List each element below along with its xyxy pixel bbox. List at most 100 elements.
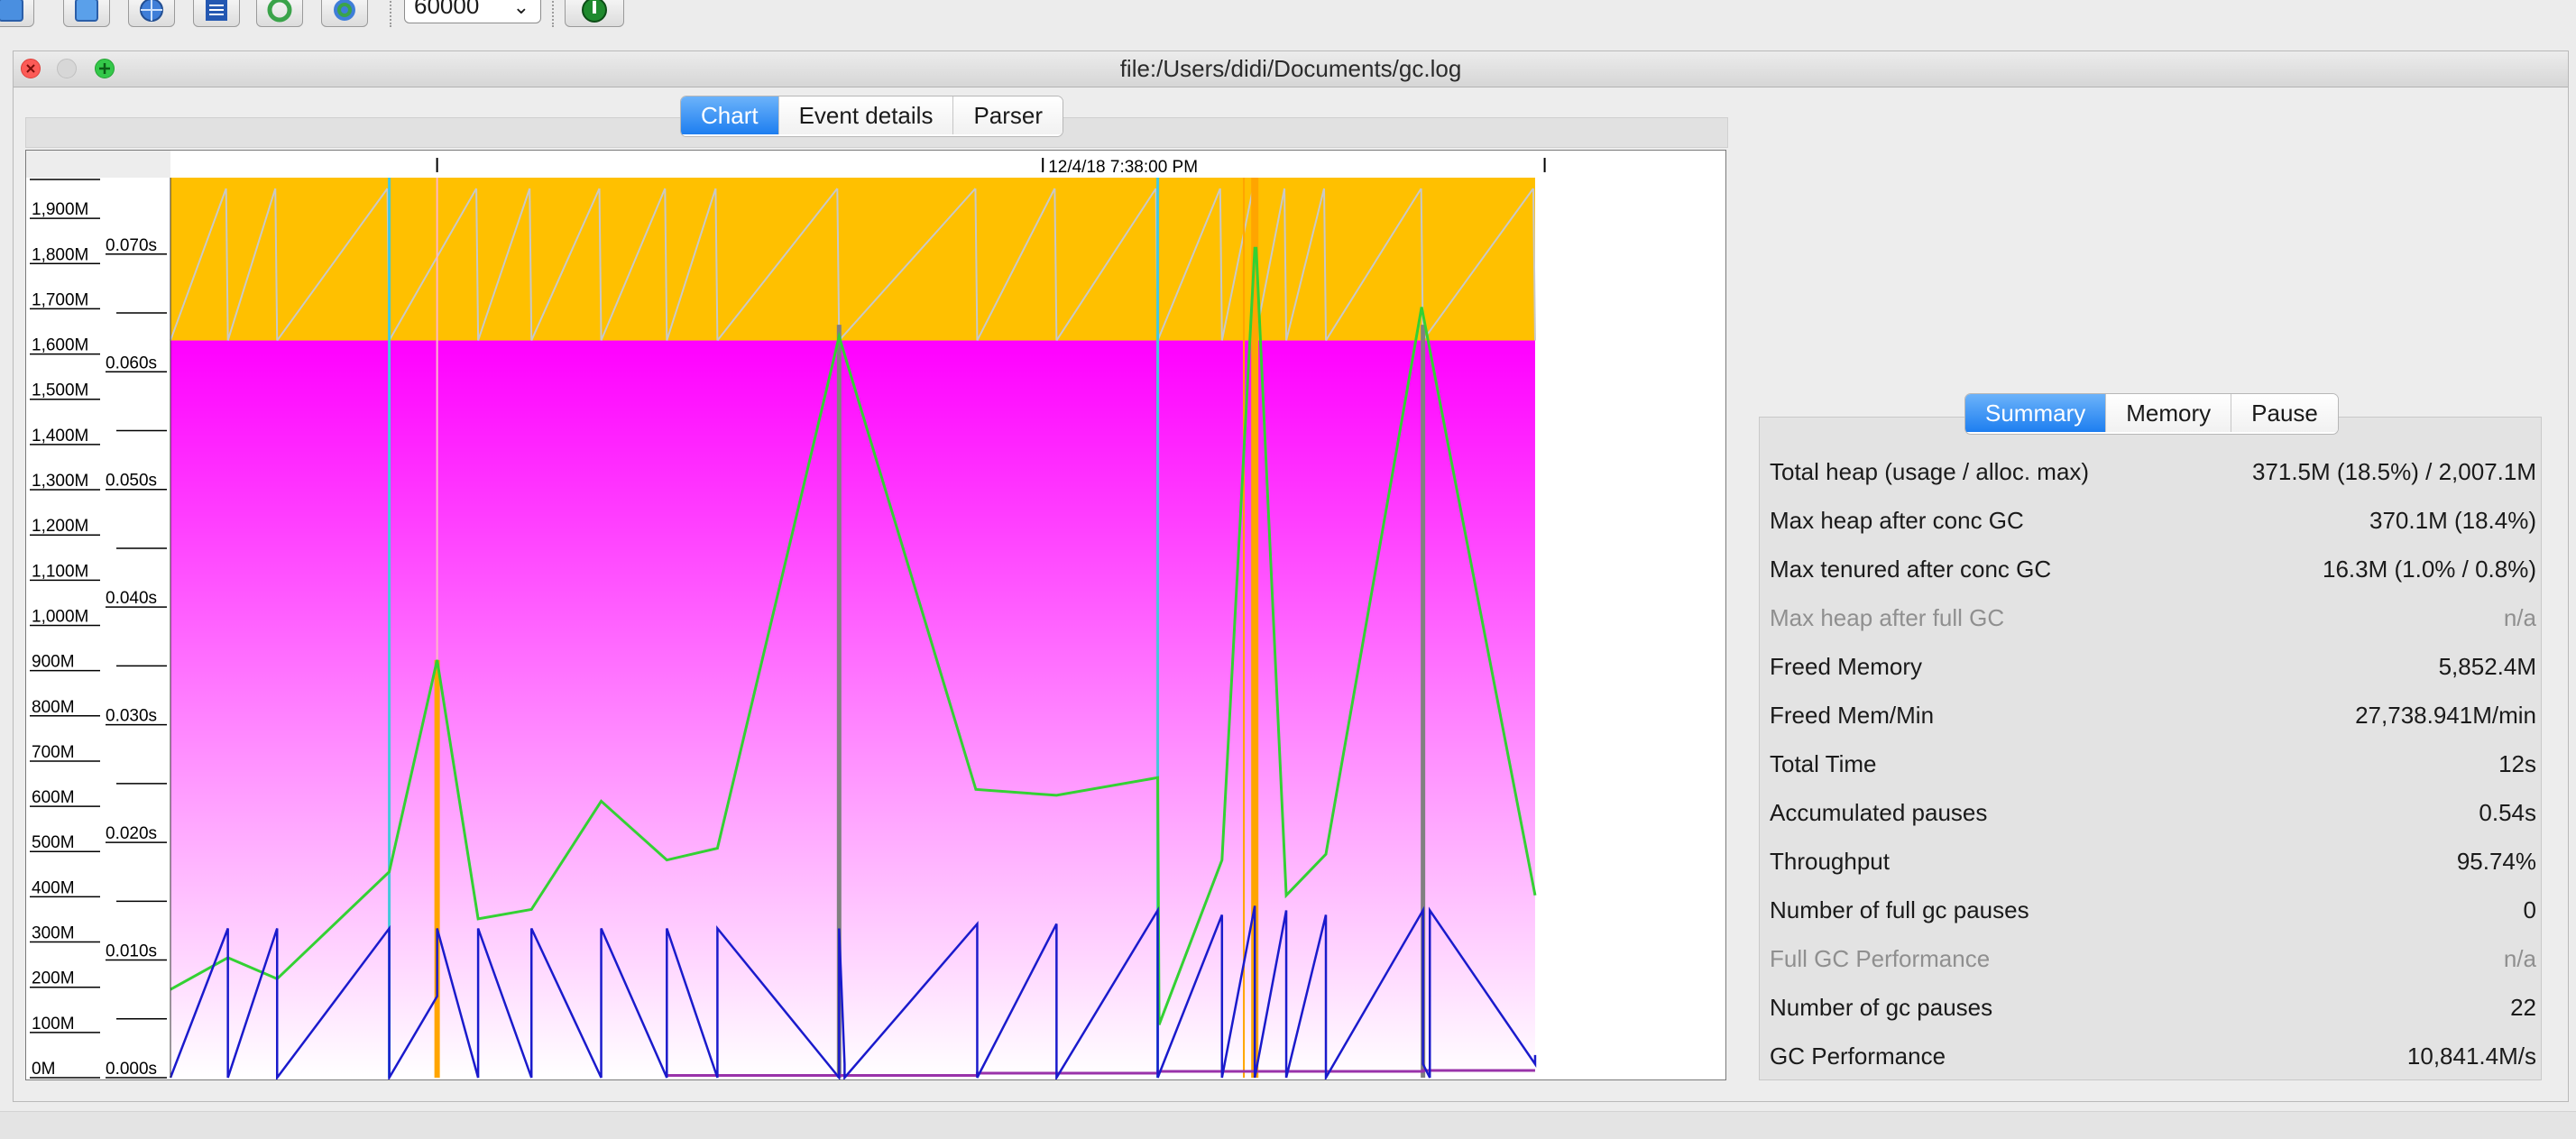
summary-label: Max tenured after conc GC — [1770, 556, 2052, 583]
summary-label: Accumulated pauses — [1770, 799, 1988, 826]
summary-value: n/a — [2503, 945, 2536, 972]
watch-log-icon — [334, 0, 355, 21]
summary-label: Total heap (usage / alloc. max) — [1770, 458, 2090, 485]
open-url-button[interactable] — [128, 0, 175, 27]
open-series-button[interactable] — [63, 0, 110, 27]
summary-row-accumulated-pauses: Accumulated pauses 0.54s — [1770, 788, 2536, 837]
tenured-sawtooth — [1283, 188, 1288, 341]
zoom-window-button[interactable] — [95, 59, 115, 78]
tab-parser[interactable]: Parser — [952, 96, 1063, 134]
tenured-sawtooth — [1055, 188, 1157, 342]
summary-tab-bar: Summary Memory Pause — [1964, 393, 2339, 435]
pause-axis-label: 0.030s — [106, 707, 157, 726]
remark-marker — [434, 659, 440, 1078]
window-titlebar: file:/Users/didi/Documents/gc.log — [14, 51, 2568, 87]
tenured-sawtooth — [226, 188, 277, 341]
pause-axis-label: 0.070s — [106, 236, 157, 255]
memory-axis-label: 900M — [32, 653, 75, 672]
tenured-sawtooth — [388, 188, 477, 342]
tab-memory[interactable]: Memory — [2105, 394, 2231, 432]
summary-value: 22 — [2510, 994, 2536, 1021]
main-tab-bar: Chart Event details Parser — [680, 96, 1064, 137]
summary-value: 16.3M (1.0% / 0.8%) — [2323, 556, 2536, 583]
memory-axis-label: 1,900M — [32, 200, 88, 219]
remark-marker — [1251, 178, 1259, 1078]
toolbar-separator — [552, 0, 554, 27]
memory-axis-label: 1,300M — [32, 472, 88, 491]
used-heap-line — [169, 905, 1537, 1079]
tab-event-details[interactable]: Event details — [777, 96, 953, 134]
open-series-icon — [75, 0, 98, 22]
summary-row-full-gc-pauses: Number of full gc pauses 0 — [1770, 886, 2536, 934]
tenured-sawtooth — [838, 188, 977, 342]
summary-row-throughput: Throughput 95.74% — [1770, 837, 2536, 886]
summary-row-freed-memory: Freed Memory 5,852.4M — [1770, 642, 2536, 691]
summary-row-max-heap-conc: Max heap after conc GC 370.1M (18.4%) — [1770, 496, 2536, 545]
globe-icon — [140, 0, 163, 22]
pause-axis-label: 0.020s — [106, 824, 157, 843]
pause-time-line — [170, 246, 1537, 1025]
gc-chart[interactable]: 12/4/18 7:38:00 PM 0M 100M 200M 300M 400M 500M… — [25, 150, 1726, 1080]
plus-icon — [99, 63, 110, 74]
tenured-sawtooth — [1220, 188, 1255, 341]
chevron-down-icon: ⌄ — [512, 0, 529, 18]
tab-summary[interactable]: Summary — [1965, 394, 2106, 432]
watch-log-button[interactable] — [321, 0, 368, 27]
tenured-sawtooth — [1156, 188, 1221, 341]
summary-value: 370.1M (18.4%) — [2369, 507, 2536, 534]
memory-axis-label: 1,000M — [32, 607, 88, 626]
tenured-sawtooth — [716, 188, 839, 342]
young-area — [170, 340, 1535, 1078]
summary-value: 0 — [2523, 896, 2536, 923]
document-list-icon — [206, 0, 227, 21]
time-axis-label: 12/4/18 7:38:00 PM — [1048, 158, 1198, 177]
status-bar — [0, 1111, 2576, 1139]
memory-axis-label: 100M — [32, 1015, 75, 1033]
summary-value: 95.74% — [2456, 848, 2536, 875]
summary-value: 371.5M (18.5%) / 2,007.1M — [2251, 458, 2536, 485]
memory-axis-label: 300M — [32, 924, 75, 943]
tenured-sawtooth — [529, 188, 533, 341]
tenured-sawtooth — [664, 188, 668, 341]
memory-axis-label: 400M — [32, 878, 75, 897]
document-list-button[interactable] — [193, 0, 240, 27]
memory-axis-label: 1,200M — [32, 517, 88, 536]
summary-label: Freed Mem/Min — [1770, 702, 1935, 729]
memory-axis-label: 1,100M — [32, 562, 88, 581]
tenured-sawtooth — [1325, 188, 1422, 342]
tenured-sawtooth — [1323, 188, 1328, 341]
close-window-button[interactable] — [21, 59, 41, 78]
memory-axis-label: 700M — [32, 743, 75, 762]
summary-row-full-gc-performance: Full GC Performance n/a — [1770, 934, 2536, 983]
tenured-sawtooth — [714, 188, 719, 341]
memory-axis-label: 1,400M — [32, 427, 88, 445]
tab-chart[interactable]: Chart — [681, 96, 778, 134]
tenured-sawtooth — [274, 188, 279, 341]
memory-axis-label: 0M — [32, 1060, 55, 1079]
summary-label: Max heap after full GC — [1770, 604, 2005, 631]
memory-axis-label: 500M — [32, 833, 75, 852]
minimize-window-button[interactable] — [57, 59, 77, 78]
summary-value: 0.54s — [2479, 799, 2536, 826]
open-file-button[interactable] — [0, 0, 34, 27]
refresh-interval-select[interactable]: 60000 ⌄ — [404, 0, 541, 23]
summary-label: Number of gc pauses — [1770, 994, 1993, 1021]
info-icon — [582, 0, 607, 23]
tenured-sawtooth — [475, 188, 480, 341]
about-button[interactable] — [565, 0, 624, 27]
refresh-icon — [267, 0, 292, 23]
refresh-button[interactable] — [256, 0, 303, 27]
toolbar: 60000 ⌄ — [0, 0, 2576, 32]
gc-chart-svg: 12/4/18 7:38:00 PM 0M 100M 200M 300M 400M 500M… — [26, 151, 1546, 1079]
tenured-sawtooth — [530, 188, 601, 341]
tenured-sawtooth — [1053, 188, 1058, 341]
tab-pause[interactable]: Pause — [2231, 394, 2338, 432]
memory-axis-label: 1,600M — [32, 336, 88, 355]
open-file-icon — [0, 0, 23, 22]
tenured-sawtooth — [836, 188, 841, 341]
memory-axis-label: 800M — [32, 698, 75, 717]
tenured-sawtooth — [276, 188, 389, 342]
summary-row-total-time: Total Time 12s — [1770, 739, 2536, 788]
tenured-sawtooth — [170, 188, 227, 341]
summary-label: Number of full gc pauses — [1770, 896, 2029, 923]
